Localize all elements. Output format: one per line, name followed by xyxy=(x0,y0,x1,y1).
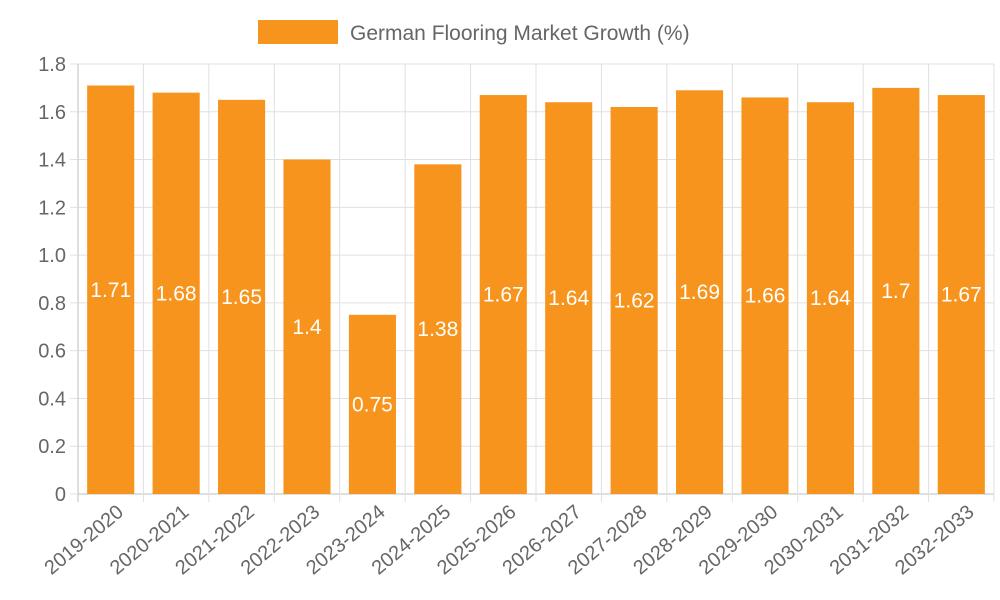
bar[interactable] xyxy=(414,164,462,495)
bar[interactable] xyxy=(479,95,527,495)
bar[interactable] xyxy=(741,97,789,494)
y-tick-label: 1.4 xyxy=(38,150,66,172)
bar[interactable] xyxy=(937,95,985,495)
y-tick-label: 0 xyxy=(55,484,66,506)
y-tick-label: 1.2 xyxy=(38,197,66,219)
data-label: 1.65 xyxy=(221,286,262,309)
bar[interactable] xyxy=(152,92,200,495)
bar[interactable] xyxy=(872,87,920,494)
y-tick-label: 0.4 xyxy=(38,388,66,410)
data-labels: 1.71 1.68 1.65 1.4 0.75 1.38 1.67 1.64 1.62 1.69 1… xyxy=(90,279,981,417)
gridlines xyxy=(77,63,995,502)
y-tick-label: 0.6 xyxy=(38,341,66,363)
bar[interactable] xyxy=(545,102,593,494)
data-label: 1.62 xyxy=(614,290,655,313)
data-label: 1.68 xyxy=(156,282,197,305)
y-tick-label: 1.6 xyxy=(38,102,66,124)
data-label: 1.64 xyxy=(810,287,851,310)
data-label: 1.38 xyxy=(417,318,458,341)
y-tick-label: 1.0 xyxy=(38,245,66,267)
bar[interactable] xyxy=(806,102,854,494)
bar[interactable] xyxy=(610,107,658,494)
bar[interactable] xyxy=(676,90,724,495)
y-tick-label: 0.8 xyxy=(38,293,66,315)
bar[interactable] xyxy=(218,99,266,494)
data-label: 0.75 xyxy=(352,393,393,416)
legend-label: German Flooring Market Growth (%) xyxy=(350,22,690,45)
bar[interactable] xyxy=(283,159,331,495)
data-label: 1.64 xyxy=(548,287,589,310)
legend[interactable]: German Flooring Market Growth (%) xyxy=(258,20,690,45)
bar[interactable] xyxy=(87,85,135,495)
data-label: 1.7 xyxy=(881,280,910,303)
data-label: 1.4 xyxy=(292,316,322,339)
legend-swatch xyxy=(258,20,338,44)
y-tick-label: 0.2 xyxy=(38,436,66,458)
data-label: 1.71 xyxy=(90,279,131,302)
bar[interactable] xyxy=(348,314,396,494)
data-label: 1.67 xyxy=(483,284,524,307)
bars xyxy=(87,85,985,495)
data-label: 1.66 xyxy=(745,285,786,308)
data-label: 1.69 xyxy=(679,281,720,304)
y-tick-label: 1.8 xyxy=(38,54,66,76)
data-label: 1.67 xyxy=(941,284,982,307)
